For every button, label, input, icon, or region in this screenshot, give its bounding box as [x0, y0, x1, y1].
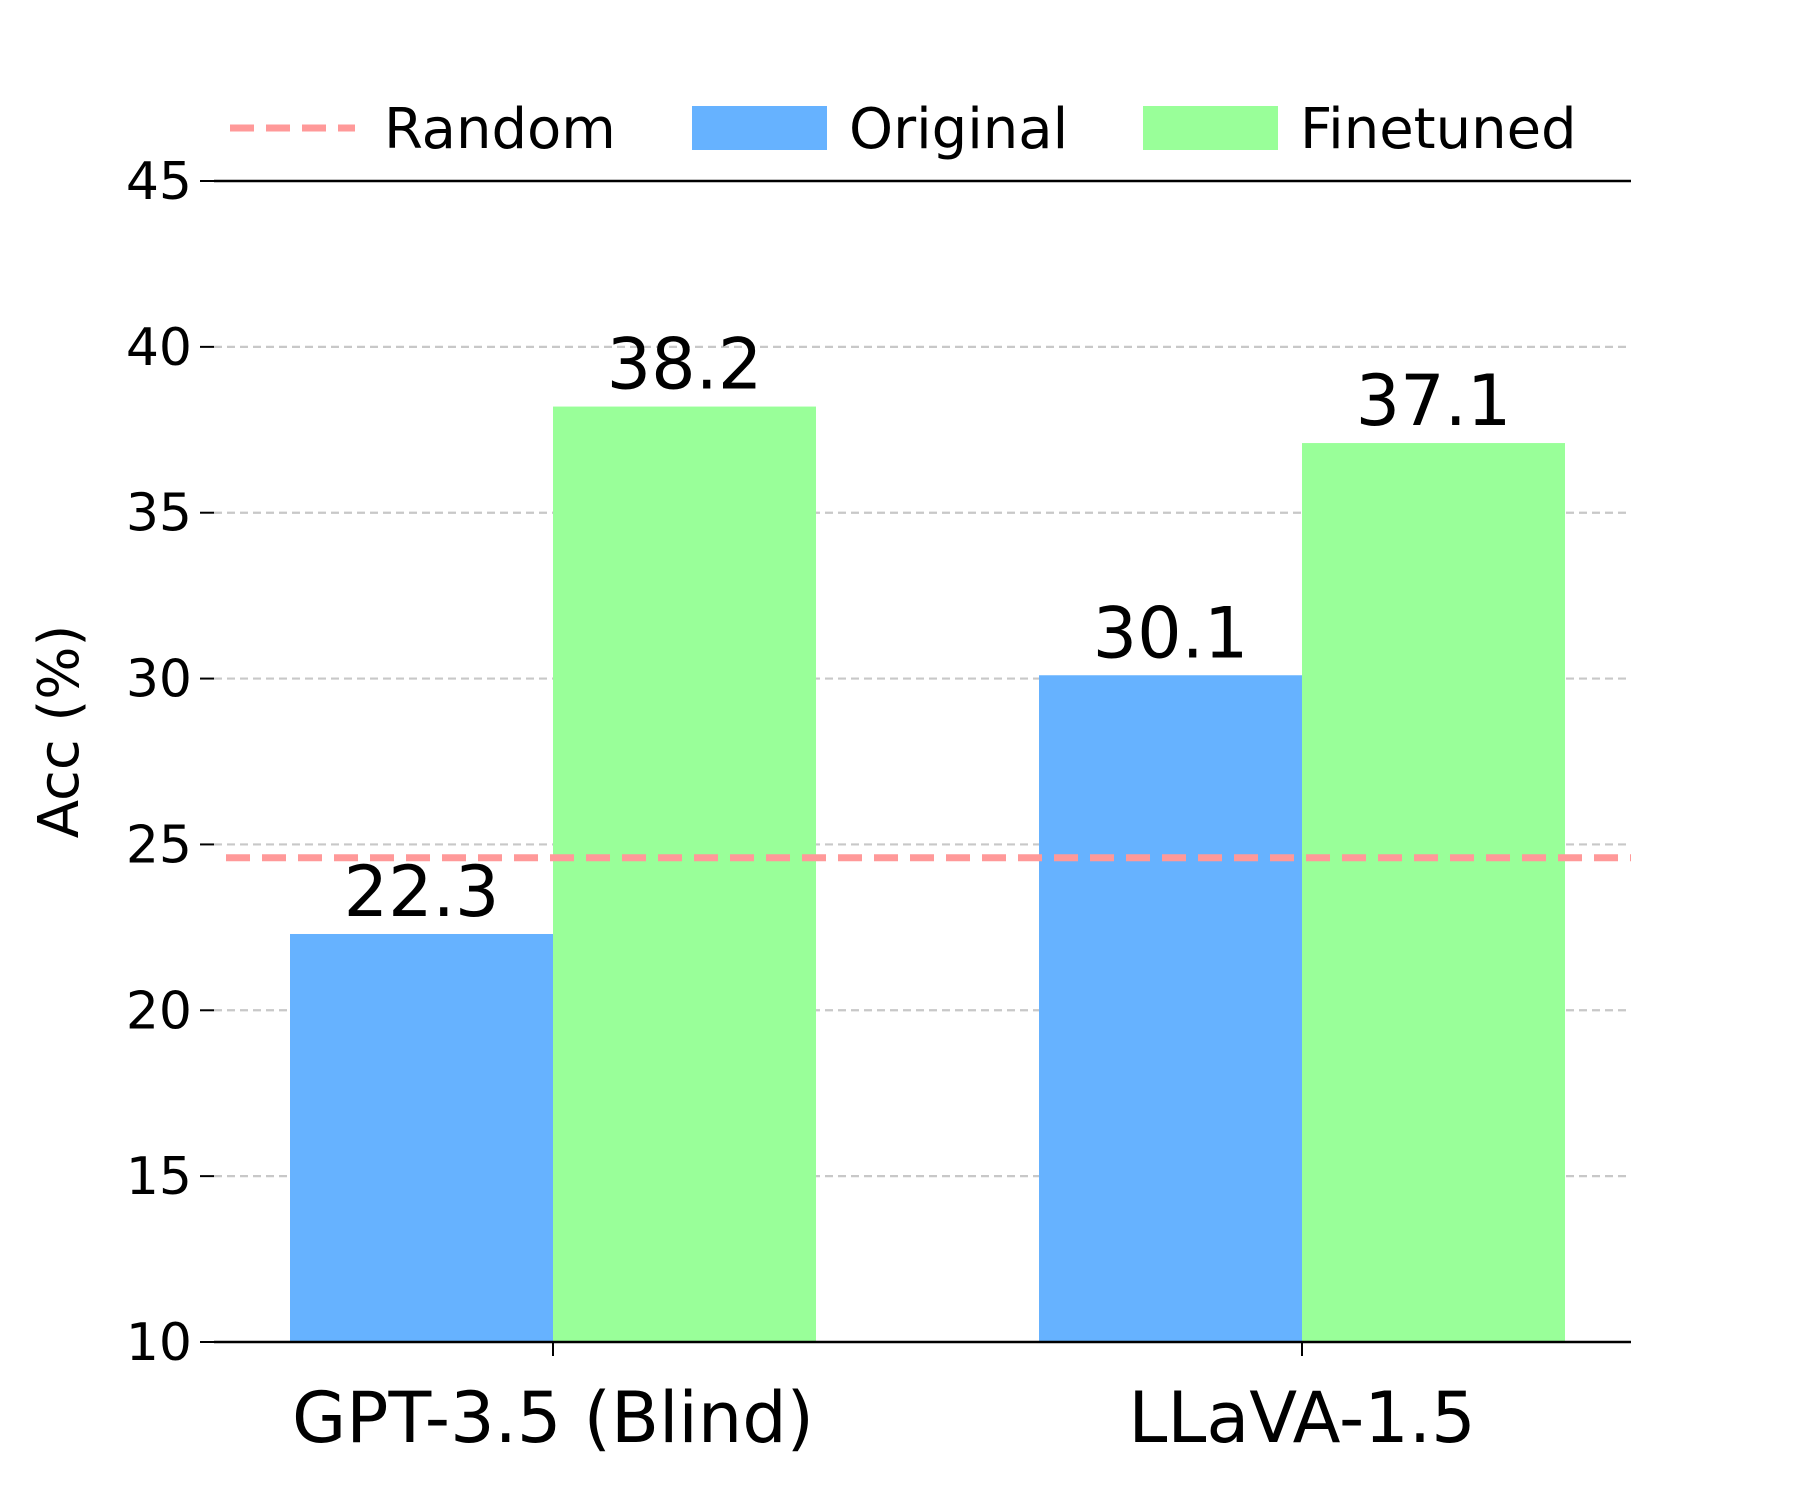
y-tick-label: 35 — [126, 484, 192, 544]
y-tick-label: 40 — [126, 318, 192, 378]
legend-original-label: Original — [849, 97, 1068, 162]
bar-finetuned-1 — [1302, 443, 1565, 1342]
y-tick-label: 10 — [126, 1313, 192, 1373]
legend-random-label: Random — [384, 97, 616, 162]
bar-original-1 — [1039, 675, 1302, 1342]
bars — [290, 406, 1565, 1343]
data-labels: 22.3 30.1 38.2 37.1 — [344, 324, 1512, 933]
legend-finetuned-swatch — [1143, 106, 1278, 150]
bar-original-0 — [290, 933, 553, 1342]
y-tick-label: 45 — [126, 152, 192, 212]
data-label: 30.1 — [1093, 592, 1249, 674]
y-axis-label: Acc (%) — [27, 625, 92, 839]
legend-original-swatch — [692, 106, 827, 150]
axes: 10 15 20 25 30 35 40 45 GPT-3.5 (Blind) LLaVA-1.5 — [126, 152, 1631, 1459]
data-label: 38.2 — [607, 324, 763, 406]
y-tick-label: 15 — [126, 1147, 192, 1207]
y-tick-label: 20 — [126, 981, 192, 1041]
data-label: 37.1 — [1356, 360, 1512, 442]
legend: Random Original Finetuned — [230, 97, 1577, 162]
x-tick-label: LLaVA-1.5 — [1128, 1377, 1475, 1459]
y-tick-label: 30 — [126, 650, 192, 710]
x-tick-label: GPT-3.5 (Blind) — [292, 1377, 814, 1459]
data-label: 22.3 — [344, 851, 500, 933]
legend-finetuned-label: Finetuned — [1300, 97, 1577, 162]
bar-finetuned-0 — [553, 406, 816, 1343]
y-tick-label: 25 — [126, 815, 192, 875]
